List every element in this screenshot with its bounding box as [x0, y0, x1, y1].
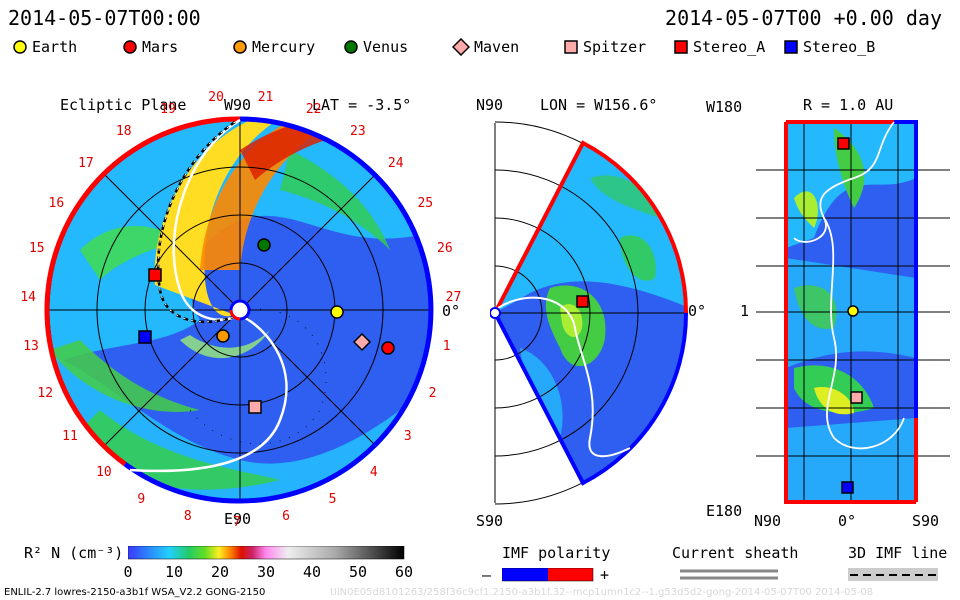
legend-earth: Earth	[12, 38, 77, 56]
mars-marker-icon	[122, 39, 138, 55]
carrington-tick-label: 24	[388, 156, 404, 171]
carrington-tick-label: 3	[404, 429, 412, 444]
legend-label: Venus	[363, 38, 408, 56]
timestamp: 2014-05-07T00:00	[8, 6, 201, 30]
colorbar-tick-label: 50	[349, 563, 367, 581]
carrington-tick-label: 9	[137, 492, 145, 507]
spitzer-marker-icon	[851, 392, 862, 403]
carrington-tick-label: 22	[306, 102, 322, 117]
mercury-marker-icon	[217, 330, 229, 342]
imf-3d-swatch	[848, 568, 940, 582]
carrington-tick-label: 4	[370, 465, 378, 480]
carrington-tick-label: 5	[329, 492, 337, 507]
spitzer-marker-icon	[249, 401, 261, 413]
stereo-b-marker-icon	[139, 331, 151, 343]
colorbar-tick-label: 20	[211, 563, 229, 581]
venus-marker-icon	[258, 239, 270, 251]
legend-spitzer: Spitzer	[563, 38, 646, 56]
panel3-x-right: S90	[912, 512, 939, 530]
legend-label: Maven	[474, 38, 519, 56]
carrington-tick-label: 8	[184, 509, 192, 524]
carrington-tick-label: 17	[78, 156, 94, 171]
legend-label: Earth	[32, 38, 77, 56]
colorbar-tick-label: 0	[124, 563, 133, 581]
legend-label: Mars	[142, 38, 178, 56]
legend-label: Stereo_A	[693, 38, 765, 56]
panel2-right-label: 0°	[688, 302, 706, 320]
legend-maven: Maven	[452, 38, 519, 56]
legend-label: Stereo_B	[803, 38, 875, 56]
panel3-r: R = 1.0 AU	[803, 96, 893, 114]
carrington-tick-label: 21	[258, 90, 274, 105]
carrington-tick-label: 6	[282, 509, 290, 524]
imf-polarity-label: IMF polarity	[502, 544, 610, 562]
carrington-tick-label: 7	[233, 515, 241, 530]
maven-marker-icon	[452, 38, 470, 56]
mars-marker-icon	[382, 342, 394, 354]
legend-stereo-b: Stereo_B	[783, 38, 875, 56]
colorbar-tick-label: 10	[165, 563, 183, 581]
colorbar-tick-label: 30	[257, 563, 275, 581]
carrington-tick-label: 12	[37, 386, 53, 401]
mercury-marker-icon	[232, 39, 248, 55]
legend-label: Spitzer	[583, 38, 646, 56]
spitzer-marker-icon	[563, 39, 579, 55]
current-sheath-label: Current sheath	[672, 544, 798, 562]
panel1-right-label: 0°	[442, 302, 460, 320]
earth-marker-icon	[331, 306, 343, 318]
watermark-text: tIlN0E05d8101263/258f36c9cf1.2150-a3b1f.…	[330, 587, 873, 598]
panel3-bottom-label: E180	[706, 502, 742, 520]
carrington-tick-label: 23	[350, 124, 366, 139]
legend-venus: Venus	[343, 38, 408, 56]
panel2-lon: LON = W156.6°	[540, 96, 657, 114]
panel2-bottom-label: S90	[476, 512, 503, 530]
stereo-a-marker-icon	[149, 269, 161, 281]
imf-polarity-swatch	[502, 568, 594, 582]
legend-mars: Mars	[122, 38, 178, 56]
panel2-top-label: N90	[476, 96, 503, 114]
earth-marker-icon	[12, 39, 28, 55]
imf-plus-label: +	[600, 566, 609, 584]
carrington-tick-label: 16	[49, 196, 65, 211]
density-colorbar	[128, 546, 408, 560]
carrington-tick-label: 10	[96, 465, 112, 480]
panel3-mid-label: 1	[740, 302, 749, 320]
imf-minus-label: –	[482, 566, 491, 584]
carrington-tick-label: 14	[20, 290, 36, 305]
carrington-tick-label: 25	[417, 196, 433, 211]
ecliptic-plane-plot	[40, 110, 440, 510]
colorbar-label: R² N (cm⁻³)	[24, 544, 123, 562]
colorbar-tick-label: 40	[303, 563, 321, 581]
stereo-a-marker-icon	[838, 138, 849, 149]
carrington-tick-label: 19	[160, 102, 176, 117]
carrington-tick-label: 11	[62, 429, 78, 444]
time-offset: 2014-05-07T00 +0.00 day	[665, 6, 942, 30]
carrington-tick-label: 15	[29, 241, 45, 256]
legend-mercury: Mercury	[232, 38, 315, 56]
current-sheath-swatch	[680, 568, 780, 582]
carrington-tick-label: 18	[116, 124, 132, 139]
carrington-tick-label: 26	[437, 241, 453, 256]
carrington-tick-label: 13	[23, 339, 39, 354]
stereo-b-marker-icon	[783, 39, 799, 55]
panel3-x-mid: 0°	[838, 512, 856, 530]
carrington-tick-label: 27	[446, 290, 462, 305]
model-info: ENLIL-2.7 lowres-2150-a3b1f WSA_V2.2 GON…	[4, 587, 265, 598]
imf-3d-label: 3D IMF line	[848, 544, 947, 562]
carrington-tick-label: 2	[429, 386, 437, 401]
meridional-plane-plot	[490, 118, 690, 508]
stereo-a-marker-icon	[673, 39, 689, 55]
panel3-top-label: W180	[706, 98, 742, 116]
earth-marker-icon	[848, 306, 858, 316]
stereo-a-marker-icon	[577, 296, 588, 307]
panel3-x-left: N90	[754, 512, 781, 530]
carrington-tick-label: 20	[208, 90, 224, 105]
stereo-b-marker-icon	[842, 482, 853, 493]
colorbar-tick-label: 60	[395, 563, 413, 581]
legend-stereo-a: Stereo_A	[673, 38, 765, 56]
venus-marker-icon	[343, 39, 359, 55]
legend-label: Mercury	[252, 38, 315, 56]
r-1au-map-plot	[754, 118, 950, 508]
carrington-tick-label: 1	[443, 339, 451, 354]
